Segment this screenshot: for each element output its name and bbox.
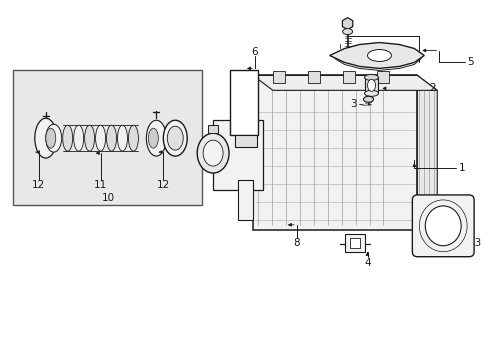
Text: 9: 9 [211,161,218,171]
Ellipse shape [367,50,390,62]
Bar [13,71,202,205]
Bar [377,71,388,84]
Bar [208,125,218,133]
Text: 11: 11 [94,180,107,190]
Ellipse shape [46,124,61,152]
Bar [272,71,285,84]
Bar [364,77,378,93]
Text: 7: 7 [251,84,258,93]
Ellipse shape [367,80,375,91]
Ellipse shape [95,125,105,151]
Text: 5: 5 [466,58,472,67]
Ellipse shape [117,125,127,151]
Ellipse shape [425,206,460,246]
Text: 10: 10 [102,193,115,203]
Ellipse shape [197,133,228,173]
Text: 8: 8 [293,238,300,248]
Ellipse shape [167,126,183,150]
Polygon shape [342,18,352,30]
Ellipse shape [62,125,73,151]
Polygon shape [252,75,436,90]
Bar [235,135,256,147]
Polygon shape [329,42,424,68]
Ellipse shape [207,140,223,170]
Ellipse shape [363,96,373,102]
Text: 6: 6 [251,48,258,58]
Polygon shape [238,180,252,220]
Bar [349,238,359,248]
Text: 4: 4 [364,258,370,268]
FancyBboxPatch shape [411,195,473,257]
Text: 3: 3 [349,99,356,109]
Bar [344,234,364,252]
Bar [342,71,354,84]
Bar [307,71,319,84]
Text: 12: 12 [32,180,45,190]
Ellipse shape [74,125,83,151]
Ellipse shape [148,128,158,148]
Ellipse shape [203,140,223,166]
Ellipse shape [364,90,378,96]
Ellipse shape [46,128,56,148]
Ellipse shape [35,118,57,158]
Ellipse shape [364,75,378,80]
Text: 2: 2 [428,84,435,93]
Bar [213,120,263,190]
Ellipse shape [146,120,166,156]
Bar [229,71,258,135]
Text: 12: 12 [156,180,170,190]
Ellipse shape [128,125,138,151]
Bar [252,75,416,230]
Ellipse shape [84,125,94,151]
Polygon shape [416,75,436,245]
Text: 13: 13 [468,238,481,248]
Text: 1: 1 [458,163,465,173]
Ellipse shape [342,28,352,35]
Ellipse shape [106,125,116,151]
Ellipse shape [163,120,187,156]
